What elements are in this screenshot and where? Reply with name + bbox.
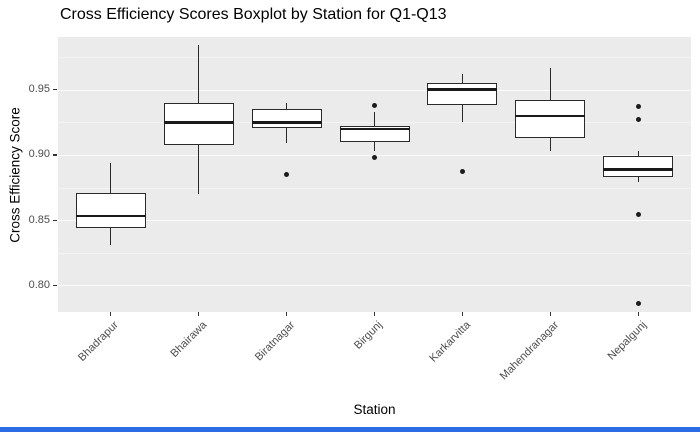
major-gridline — [58, 220, 691, 222]
x-tick-label: Birgunj — [352, 319, 385, 352]
boxplot-box — [603, 156, 674, 178]
x-tick-mark — [374, 312, 376, 316]
minor-gridline — [58, 57, 691, 59]
boxplot-whisker-upper — [461, 74, 463, 84]
boxplot-whisker-lower — [110, 227, 112, 245]
y-tick-label: 0.95 — [28, 83, 50, 96]
boxplot-whisker-upper — [285, 102, 288, 110]
outlier-dot — [284, 172, 290, 177]
bottom-accent-bar — [0, 427, 700, 432]
x-axis-title: Station — [353, 402, 396, 417]
boxplot-whisker-lower — [637, 177, 639, 183]
boxplot-whisker-lower — [285, 127, 288, 144]
outlier-dot — [635, 117, 641, 123]
boxplot-box — [163, 102, 234, 145]
boxplot-whisker-upper — [549, 67, 551, 101]
y-tick-mark — [53, 154, 57, 156]
x-tick-label: Bhairawa — [168, 319, 210, 360]
boxplot-whisker-lower — [549, 138, 551, 152]
boxplot-whisker-upper — [110, 162, 112, 193]
x-tick-label: Karkarvitta — [427, 319, 473, 365]
outlier-dot — [635, 301, 641, 307]
boxplot-median-line — [251, 121, 322, 124]
boxplot-median-line — [603, 167, 674, 171]
outlier-dot — [372, 102, 377, 108]
minor-gridline — [58, 252, 691, 254]
boxplot-median-line — [515, 114, 586, 118]
boxplot-median-line — [427, 88, 498, 92]
x-tick-mark — [549, 312, 552, 316]
y-tick-label: 0.80 — [28, 278, 50, 291]
x-tick-mark — [461, 312, 464, 316]
outlier-dot — [635, 212, 641, 218]
x-tick-mark — [110, 312, 112, 316]
x-tick-mark — [637, 312, 639, 316]
x-tick-mark — [286, 312, 288, 316]
plot-panel — [58, 37, 691, 312]
x-tick-label: Biratnagar — [252, 319, 298, 364]
boxplot-whisker-lower — [198, 144, 200, 195]
x-tick-label: Mahendranagar — [497, 319, 561, 383]
boxplot-box — [251, 109, 322, 128]
outlier-dot — [372, 155, 377, 161]
x-tick-mark — [198, 312, 200, 316]
boxplot-whisker-lower — [373, 141, 376, 152]
y-tick-mark — [53, 89, 57, 91]
chart-title: Cross Efficiency Scores Boxplot by Stati… — [60, 6, 447, 23]
boxplot-box — [75, 192, 146, 228]
boxplot-median-line — [339, 127, 410, 131]
boxplot-median-line — [163, 121, 234, 124]
outlier-dot — [635, 104, 641, 110]
y-axis-title: Cross Efficiency Score — [7, 107, 23, 243]
y-tick-mark — [53, 284, 57, 286]
boxplot-whisker-lower — [461, 105, 463, 123]
boxplot-whisker-upper — [198, 45, 200, 103]
x-tick-label: Nepalgunj — [605, 319, 649, 363]
y-tick-mark — [53, 219, 57, 221]
major-gridline — [58, 285, 691, 287]
y-tick-label: 0.85 — [28, 213, 50, 226]
boxplot-median-line — [75, 214, 146, 218]
boxplot-whisker-upper — [637, 151, 639, 157]
boxplot-whisker-upper — [373, 111, 376, 126]
x-tick-label: Bhadrapur — [76, 319, 122, 364]
minor-gridline — [58, 187, 691, 189]
boxplot-box — [427, 83, 498, 106]
y-tick-label: 0.90 — [28, 148, 50, 161]
major-gridline — [58, 89, 691, 91]
boxplot-box — [515, 100, 586, 138]
outlier-dot — [459, 169, 465, 175]
